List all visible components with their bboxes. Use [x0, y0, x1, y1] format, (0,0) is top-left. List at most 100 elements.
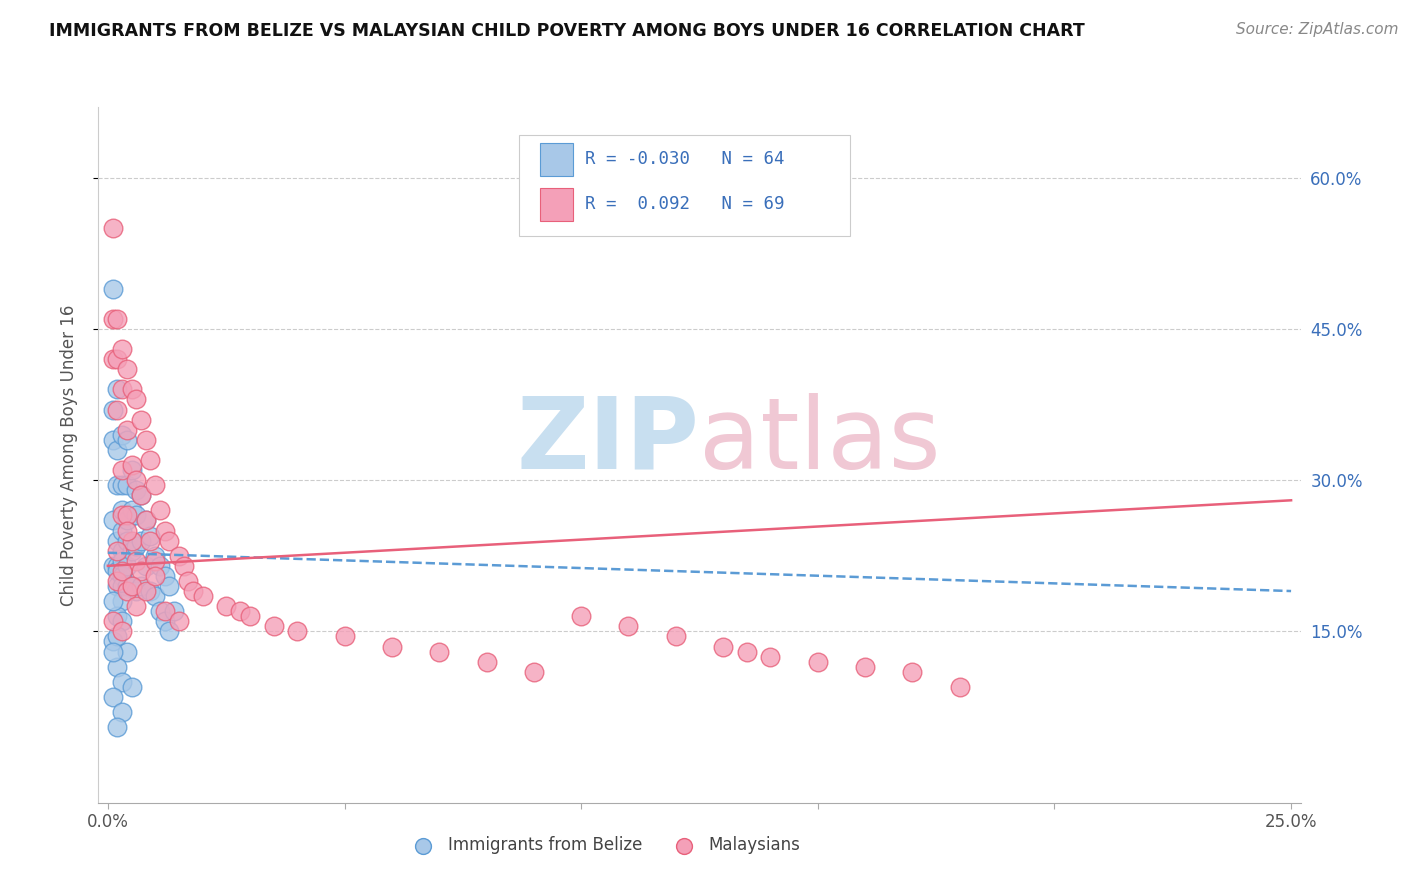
Point: [285, 624, 308, 639]
Text: atlas: atlas: [700, 392, 941, 490]
Point: [105, 558, 128, 573]
Point: [135, 584, 157, 599]
Point: [101, 690, 124, 704]
Point: [121, 503, 143, 517]
Point: [153, 604, 176, 618]
Point: [135, 513, 157, 527]
Point: [121, 579, 143, 593]
Point: [111, 579, 134, 593]
Point: [111, 569, 134, 583]
Point: [125, 599, 148, 614]
Point: [111, 427, 134, 442]
Point: [143, 478, 166, 492]
Point: [569, 609, 592, 624]
Point: [149, 604, 172, 618]
Point: [215, 599, 238, 614]
Point: [153, 569, 176, 583]
Point: [105, 543, 128, 558]
Point: [115, 644, 138, 658]
Point: [111, 342, 134, 356]
Point: [101, 594, 124, 608]
Point: [111, 554, 134, 568]
Point: [121, 543, 143, 558]
Point: [381, 640, 404, 654]
Point: [129, 564, 152, 578]
Point: [735, 644, 758, 658]
Point: [129, 488, 152, 502]
Point: [105, 629, 128, 643]
Point: [105, 533, 128, 548]
Point: [333, 629, 356, 643]
FancyBboxPatch shape: [540, 187, 574, 221]
Point: [173, 558, 195, 573]
Point: [111, 524, 134, 538]
Point: [105, 659, 128, 673]
Point: [111, 383, 134, 397]
Point: [129, 488, 152, 502]
Text: Source: ZipAtlas.com: Source: ZipAtlas.com: [1236, 22, 1399, 37]
Point: [143, 549, 166, 563]
Point: [111, 594, 134, 608]
Point: [115, 558, 138, 573]
Point: [157, 533, 180, 548]
Point: [229, 604, 252, 618]
Point: [105, 609, 128, 624]
Point: [115, 513, 138, 527]
Point: [665, 629, 688, 643]
Point: [121, 680, 143, 694]
Point: [239, 609, 262, 624]
Point: [263, 619, 285, 633]
Point: [115, 478, 138, 492]
Point: [157, 579, 180, 593]
Point: [115, 584, 138, 599]
Point: [149, 503, 172, 517]
Point: [121, 458, 143, 472]
Point: [901, 665, 924, 679]
Point: [153, 615, 176, 629]
Point: [105, 383, 128, 397]
Point: [111, 543, 134, 558]
Point: [149, 558, 172, 573]
Point: [139, 584, 162, 599]
Legend: Immigrants from Belize, Malaysians: Immigrants from Belize, Malaysians: [399, 830, 807, 861]
Point: [105, 478, 128, 492]
Point: [111, 615, 134, 629]
Point: [711, 640, 734, 654]
Point: [163, 604, 186, 618]
Point: [105, 311, 128, 326]
Point: [111, 624, 134, 639]
Point: [125, 584, 148, 599]
Point: [475, 655, 498, 669]
Point: [139, 533, 162, 548]
Point: [101, 634, 124, 648]
FancyBboxPatch shape: [540, 143, 574, 176]
Point: [125, 508, 148, 523]
Point: [115, 524, 138, 538]
Point: [143, 569, 166, 583]
Point: [125, 473, 148, 487]
Point: [135, 513, 157, 527]
Point: [115, 423, 138, 437]
Point: [105, 352, 128, 367]
Point: [115, 533, 138, 548]
Point: [191, 589, 214, 603]
Point: [101, 352, 124, 367]
Point: [105, 720, 128, 734]
Point: [177, 574, 200, 588]
Point: [101, 644, 124, 658]
Point: [105, 402, 128, 417]
Point: [105, 574, 128, 588]
Point: [101, 221, 124, 235]
Point: [115, 362, 138, 376]
Point: [101, 311, 124, 326]
Point: [427, 644, 450, 658]
Point: [101, 513, 124, 527]
Text: IMMIGRANTS FROM BELIZE VS MALAYSIAN CHILD POVERTY AMONG BOYS UNDER 16 CORRELATIO: IMMIGRANTS FROM BELIZE VS MALAYSIAN CHIL…: [49, 22, 1085, 40]
Point: [121, 383, 143, 397]
Point: [125, 392, 148, 407]
Point: [125, 539, 148, 553]
Point: [101, 281, 124, 295]
Point: [111, 503, 134, 517]
Point: [115, 579, 138, 593]
Point: [759, 649, 782, 664]
